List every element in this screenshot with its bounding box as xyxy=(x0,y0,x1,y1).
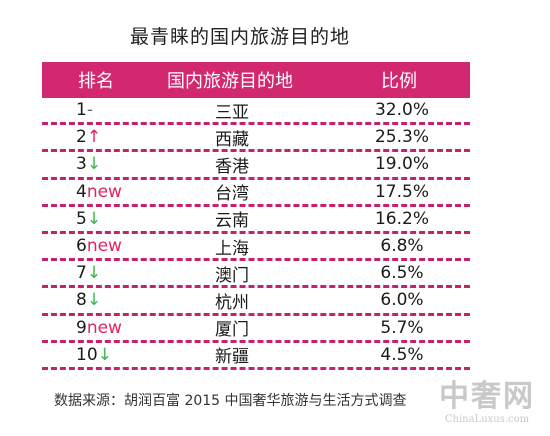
destination-cell: 云南 xyxy=(215,211,249,232)
table-row: 7↓ 澳门 6.5% xyxy=(42,261,470,289)
rank-cell: 1- xyxy=(42,100,142,120)
header-rank: 排名 xyxy=(78,71,114,92)
rank-cell: 3↓ xyxy=(42,154,142,174)
rank-cell: 9new xyxy=(42,318,142,338)
header-ratio: 比例 xyxy=(381,71,417,92)
ratio-cell: 19.0% xyxy=(374,154,429,175)
table-body: 1- 三亚 32.0% 2↑ 西藏 25.3% 3↓ 香港 19.0% 4new 台湾 17.5% 5↓… xyxy=(42,98,470,370)
watermark-sub: ChinaLuxus.com xyxy=(444,414,530,425)
destination-cell: 上海 xyxy=(215,238,249,259)
trend-down-icon: ↓ xyxy=(86,263,102,284)
rank-cell: 4new xyxy=(42,182,142,202)
trend-new-badge: new xyxy=(86,317,122,338)
destination-cell: 澳门 xyxy=(215,265,249,286)
rank-number: 8 xyxy=(76,290,87,311)
ratio-cell: 17.5% xyxy=(374,181,429,202)
rank-cell: 8↓ xyxy=(42,290,142,310)
rank-number: 10 xyxy=(76,344,98,365)
rank-cell: 5↓ xyxy=(42,209,142,229)
trend-new-badge: new xyxy=(86,236,122,257)
table-row: 3↓ 香港 19.0% xyxy=(42,152,470,180)
data-source-note: 数据来源：胡润百富 2015 中国奢华旅游与生活方式调查 xyxy=(54,393,407,409)
ratio-cell: 6.0% xyxy=(380,290,424,311)
rank-number: 7 xyxy=(76,263,87,284)
watermark-main: 中奢网 xyxy=(439,379,535,414)
table-row: 1- 三亚 32.0% xyxy=(42,98,470,126)
table-row: 6new 上海 6.8% xyxy=(42,234,470,262)
trend-up-icon: ↑ xyxy=(86,127,102,148)
table-header: 排名 国内旅游目的地 比例 xyxy=(42,62,470,98)
rank-cell: 7↓ xyxy=(42,263,142,283)
rank-cell: 6new xyxy=(42,236,142,256)
rank-cell: 2↑ xyxy=(42,127,142,147)
ratio-cell: 5.7% xyxy=(380,317,424,338)
trend-new-badge: new xyxy=(86,181,122,202)
destination-cell: 三亚 xyxy=(215,102,249,123)
ratio-cell: 4.5% xyxy=(380,344,424,365)
watermark-logo: 中奢网 ChinaLuxus.com xyxy=(432,380,542,426)
trend-down-icon: ↓ xyxy=(86,154,102,175)
table-row: 2↑ 西藏 25.3% xyxy=(42,125,470,153)
rank-number: 5 xyxy=(76,208,87,229)
rank-number: 3 xyxy=(76,154,87,175)
destination-cell: 香港 xyxy=(215,156,249,177)
ranking-table: 排名 国内旅游目的地 比例 1- 三亚 32.0% 2↑ 西藏 25.3% 3↓ 香港 19.0… xyxy=(42,62,470,370)
rank-cell: 10↓ xyxy=(42,345,142,365)
trend-down-icon: ↓ xyxy=(86,290,102,311)
table-row: 8↓ 杭州 6.0% xyxy=(42,288,470,316)
ratio-cell: 25.3% xyxy=(374,127,429,148)
header-destination: 国内旅游目的地 xyxy=(167,71,293,92)
ratio-cell: 6.8% xyxy=(380,236,424,257)
table-row: 9new 厦门 5.7% xyxy=(42,316,470,343)
destination-cell: 新疆 xyxy=(215,347,249,368)
rank-number: 1 xyxy=(76,100,87,121)
rank-number: 6 xyxy=(76,236,87,257)
ratio-cell: 16.2% xyxy=(374,208,429,229)
rank-number: 2 xyxy=(76,127,87,148)
destination-cell: 杭州 xyxy=(215,292,249,313)
ratio-cell: 32.0% xyxy=(374,100,429,121)
rank-number: 4 xyxy=(76,181,87,202)
trend-same-icon: - xyxy=(86,100,93,121)
rank-number: 9 xyxy=(76,317,87,338)
trend-down-icon: ↓ xyxy=(86,208,102,229)
trend-down-icon: ↓ xyxy=(97,344,112,365)
destination-cell: 台湾 xyxy=(215,184,249,205)
table-row: 5↓ 云南 16.2% xyxy=(42,207,470,234)
destination-cell: 西藏 xyxy=(215,129,249,150)
table-row: 10↓ 新疆 4.5% xyxy=(42,343,470,370)
ratio-cell: 6.5% xyxy=(380,263,424,284)
chart-title: 最青睐的国内旅游目的地 xyxy=(129,26,350,48)
table-row: 4new 台湾 17.5% xyxy=(42,180,470,207)
destination-cell: 厦门 xyxy=(215,320,249,341)
